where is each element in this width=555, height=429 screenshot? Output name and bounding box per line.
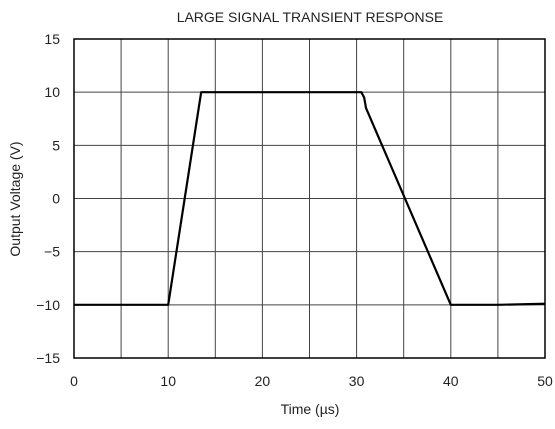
x-axis-label: Time (µs) [281, 401, 340, 417]
chart-title: LARGE SIGNAL TRANSIENT RESPONSE [177, 9, 444, 25]
y-tick-label: −5 [44, 244, 60, 260]
x-tick-label: 30 [349, 373, 365, 389]
plot-frame [73, 38, 546, 359]
x-tick-label: 40 [443, 373, 459, 389]
y-axis-label: Output Voltage (V) [7, 141, 23, 256]
y-tick-labels: 15 10 5 0 −5 −10 −15 [36, 31, 60, 366]
y-tick-label: 15 [44, 31, 60, 47]
x-tick-label: 20 [255, 373, 271, 389]
y-tick-label: 0 [52, 191, 60, 207]
x-tick-label: 0 [70, 373, 78, 389]
y-tick-label: −15 [36, 350, 60, 366]
x-tick-label: 10 [160, 373, 176, 389]
y-tick-label: −10 [36, 297, 60, 313]
series-line-0 [74, 91, 546, 306]
series-layer [74, 91, 546, 306]
x-tick-label: 50 [537, 373, 553, 389]
y-tick-label: 10 [44, 84, 60, 100]
y-tick-label: 5 [52, 137, 60, 153]
grid [74, 39, 545, 358]
x-tick-labels: 0 10 20 30 40 50 [70, 373, 553, 389]
